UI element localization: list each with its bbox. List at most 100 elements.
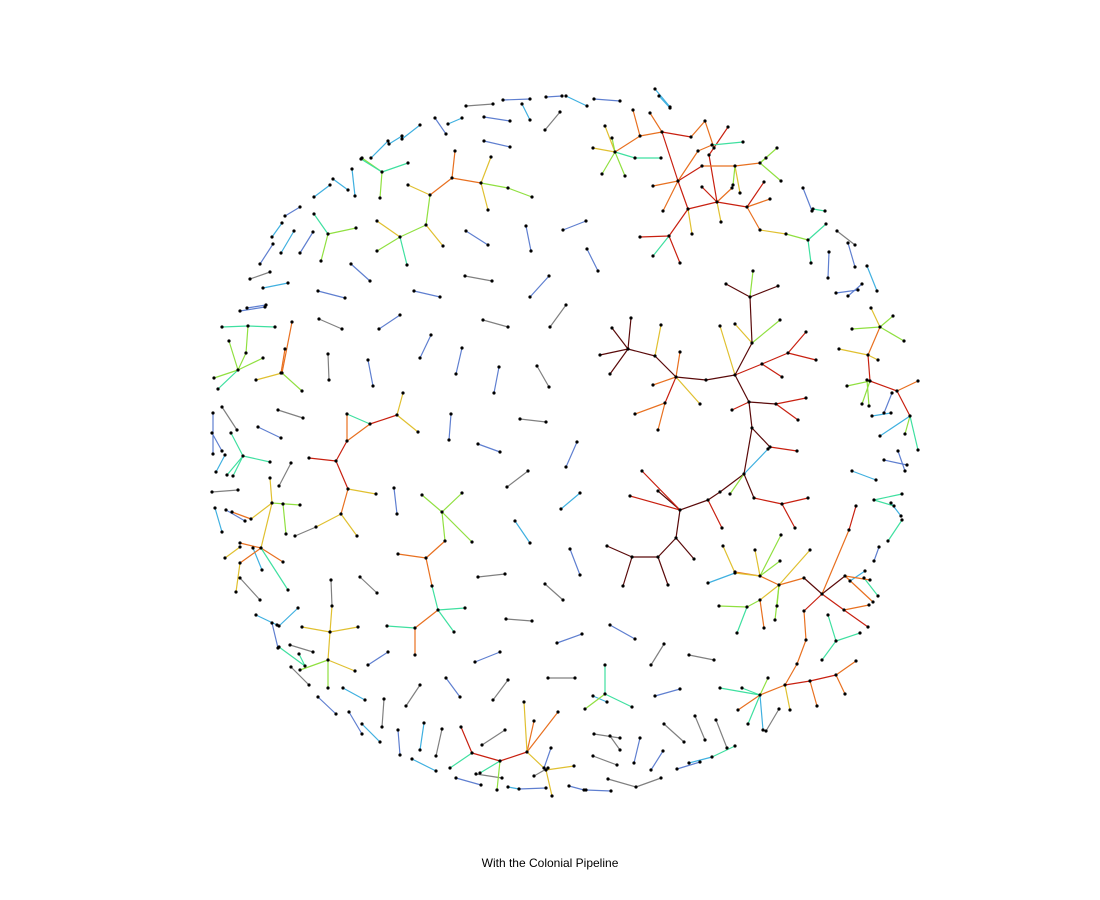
graph-node-173 xyxy=(330,604,334,608)
graph-edge-384 xyxy=(719,687,761,696)
graph-node-141 xyxy=(662,642,666,646)
graph-edge-342 xyxy=(803,577,823,595)
graph-edge-24 xyxy=(239,306,266,312)
graph-edge-305 xyxy=(734,323,753,344)
graph-edge-226 xyxy=(471,752,501,762)
graph-edge-124 xyxy=(897,450,906,472)
graph-node-73 xyxy=(438,295,442,299)
graph-node-155 xyxy=(506,678,510,682)
graph-node-134 xyxy=(504,617,508,621)
graph-node-271 xyxy=(811,207,815,211)
graph-node-543 xyxy=(868,379,872,383)
graph-edge-396 xyxy=(838,348,869,356)
graph-node-90 xyxy=(276,408,280,412)
graph-node-340 xyxy=(303,664,307,668)
graph-node-44 xyxy=(248,277,252,281)
graph-node-265 xyxy=(835,229,839,233)
graph-edge-107 xyxy=(711,745,736,758)
graph-edge-37 xyxy=(482,319,509,328)
graph-node-327 xyxy=(234,590,238,594)
graph-edge-109 xyxy=(568,785,585,791)
graph-edge-39 xyxy=(419,334,432,359)
graph-edge-40 xyxy=(455,347,463,375)
graph-edge-317 xyxy=(775,397,807,405)
graph-edge-334 xyxy=(707,499,723,529)
graph-node-341 xyxy=(277,645,281,649)
graph-node-251 xyxy=(850,469,854,473)
graph-edge-170 xyxy=(255,372,283,381)
graph-node-6 xyxy=(544,95,548,99)
graph-node-163 xyxy=(434,769,438,773)
graph-edge-310 xyxy=(761,352,789,365)
graph-node-68 xyxy=(528,295,532,299)
graph-node-225 xyxy=(454,776,458,780)
graph-node-255 xyxy=(882,411,886,415)
graph-edge-4 xyxy=(565,95,588,107)
graph-node-267 xyxy=(827,250,831,254)
graph-edge-343 xyxy=(778,577,805,586)
graph-edge-70 xyxy=(650,643,665,666)
graph-edge-77 xyxy=(492,679,509,701)
graph-edge-270 xyxy=(759,229,787,235)
graph-node-257 xyxy=(846,294,850,298)
graph-node-532 xyxy=(740,686,744,690)
graph-node-513 xyxy=(808,548,812,552)
graph-node-370 xyxy=(583,707,587,711)
graph-node-113 xyxy=(395,512,399,516)
graph-edge-186 xyxy=(301,626,331,633)
graph-node-39 xyxy=(271,242,275,246)
graph-node-174 xyxy=(288,643,292,647)
graph-node-228 xyxy=(500,776,504,780)
graph-edge-151 xyxy=(425,194,431,226)
graph-edge-357 xyxy=(784,663,798,686)
graph-node-1 xyxy=(491,102,495,106)
graph-node-154 xyxy=(491,698,495,702)
graph-node-85 xyxy=(547,385,551,389)
graph-edge-386 xyxy=(835,632,861,642)
graph-edge-348 xyxy=(803,593,823,612)
graph-edge-404 xyxy=(873,499,895,507)
graph-edge-376 xyxy=(809,680,818,707)
graph-edge-196 xyxy=(346,413,371,425)
graph-edge-212 xyxy=(441,511,446,542)
graph-edge-30 xyxy=(465,230,489,246)
graph-edge-344 xyxy=(759,575,780,586)
graph-node-349 xyxy=(334,459,338,463)
graph-edge-207 xyxy=(315,513,342,528)
graph-edge-67 xyxy=(505,618,533,622)
graph-node-331 xyxy=(328,630,332,634)
graph-node-180 xyxy=(341,686,345,690)
graph-node-88 xyxy=(326,352,330,356)
graph-node-37 xyxy=(280,221,284,225)
graph-node-65 xyxy=(584,219,588,223)
graph-node-483 xyxy=(656,555,660,559)
graph-node-387 xyxy=(638,134,642,138)
graph-edge-277 xyxy=(732,165,736,186)
graph-node-318 xyxy=(270,501,274,505)
graph-node-125 xyxy=(578,491,582,495)
graph-edge-97 xyxy=(609,735,621,751)
graph-edge-158 xyxy=(313,213,329,235)
graph-node-287 xyxy=(486,208,490,212)
graph-node-241 xyxy=(872,559,876,563)
graph-node-435 xyxy=(626,347,630,351)
graph-edge-195 xyxy=(298,653,306,667)
graph-node-487 xyxy=(628,494,632,498)
graph-node-104 xyxy=(213,506,217,510)
graph-node-245 xyxy=(896,449,900,453)
graph-node-305 xyxy=(236,368,240,372)
graph-node-229 xyxy=(480,743,484,747)
graph-edge-263 xyxy=(716,201,722,223)
graph-node-455 xyxy=(751,269,755,273)
graph-edge-409 xyxy=(282,503,287,535)
graph-edge-185 xyxy=(224,546,241,559)
graph-edge-81 xyxy=(411,758,437,772)
graph-edge-113 xyxy=(507,786,520,790)
graph-node-446 xyxy=(678,350,682,354)
graph-edge-180 xyxy=(260,547,284,563)
graph-node-317 xyxy=(225,473,229,477)
graph-node-385 xyxy=(572,764,576,768)
graph-node-508 xyxy=(795,662,799,666)
graph-node-536 xyxy=(718,686,722,690)
